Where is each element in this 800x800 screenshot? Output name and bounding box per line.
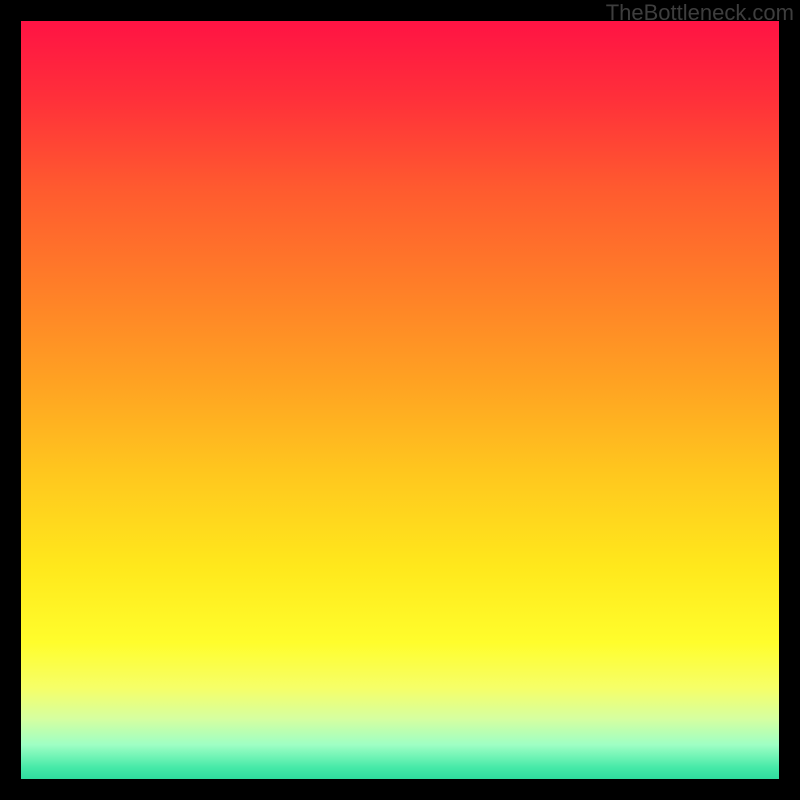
gradient-background	[21, 21, 779, 779]
plot-area	[21, 21, 779, 779]
watermark-text: TheBottleneck.com	[606, 0, 794, 26]
